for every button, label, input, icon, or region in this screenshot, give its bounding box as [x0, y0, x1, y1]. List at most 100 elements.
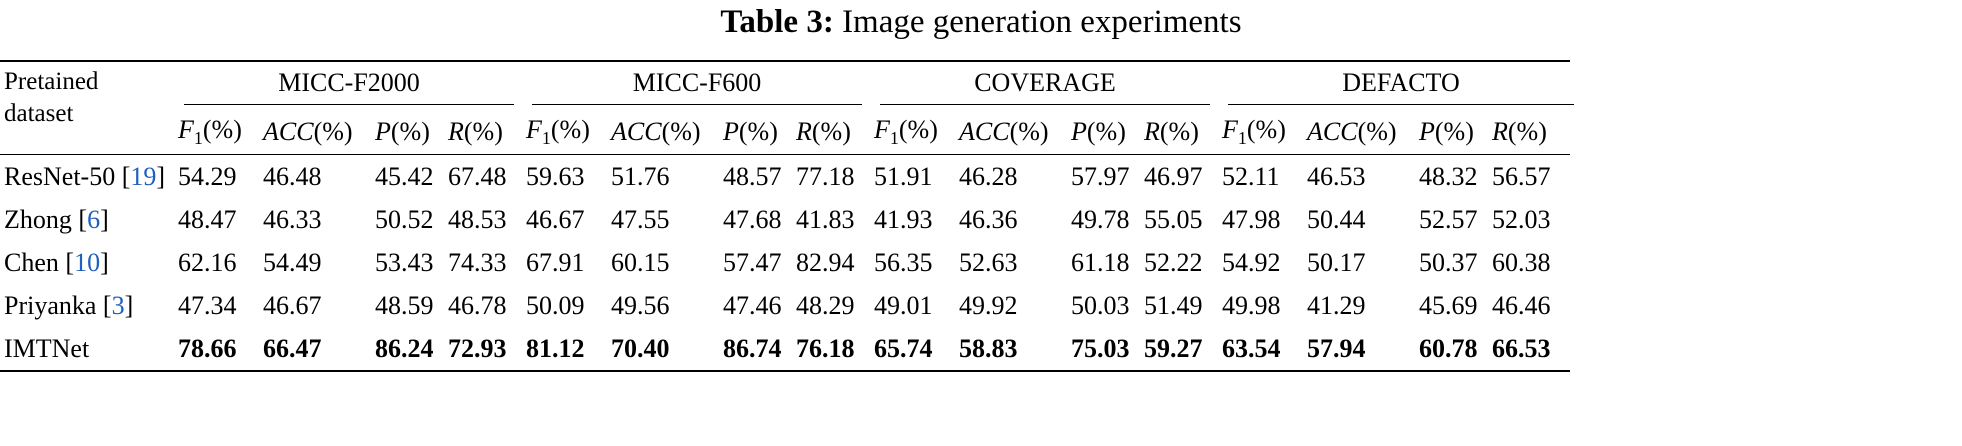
- metric-value: 47.98: [1222, 204, 1281, 234]
- metric-value: 46.46: [1492, 290, 1551, 320]
- metric-value: 78.66: [178, 333, 237, 363]
- metric-value: 55.05: [1144, 204, 1203, 234]
- table-number: Table 3:: [720, 4, 834, 40]
- metric-header: P(%): [723, 117, 778, 146]
- metric-value: 52.03: [1492, 204, 1551, 234]
- method-name: ResNet-50 [19]: [4, 161, 166, 191]
- metric-value: 48.32: [1419, 161, 1478, 191]
- metric-value: 48.47: [178, 204, 237, 234]
- table-row: Chen [10] 62.16 54.49 53.43 74.33 67.91 60.15 5…: [0, 241, 1570, 284]
- metric-value: 81.12: [526, 333, 585, 363]
- metric-value: 41.29: [1307, 290, 1366, 320]
- metric-header: ACC(%): [611, 117, 701, 146]
- metric-value: 67.48: [448, 161, 507, 191]
- metric-value: 46.36: [959, 204, 1018, 234]
- table-row: ResNet-50 [19] 54.29 46.48 45.42 67.48 59.63 5…: [0, 155, 1570, 198]
- metric-value: 48.53: [448, 204, 507, 234]
- metric-value: 51.91: [874, 161, 933, 191]
- metric-value: 50.09: [526, 290, 585, 320]
- metric-header: R(%): [1492, 117, 1547, 146]
- metric-value: 49.98: [1222, 290, 1281, 320]
- metric-header: F1(%): [874, 114, 938, 149]
- citation-link[interactable]: 3: [111, 290, 125, 320]
- metric-value: 50.52: [375, 204, 434, 234]
- metric-value: 49.01: [874, 290, 933, 320]
- metric-value: 59.27: [1144, 333, 1203, 363]
- metric-value: 77.18: [796, 161, 855, 191]
- metric-header: F1(%): [526, 114, 590, 149]
- metric-value: 52.63: [959, 247, 1018, 277]
- metric-value: 51.49: [1144, 290, 1203, 320]
- metric-value: 46.33: [263, 204, 322, 234]
- citation-link[interactable]: 6: [87, 204, 101, 234]
- metric-header-row: F1(%) ACC(%) P(%) R(%) F1(%) ACC(%) P(%) R(%) F1…: [0, 110, 1570, 155]
- row-label-line: Pretained: [4, 68, 99, 95]
- method-name: Zhong [6]: [4, 204, 109, 234]
- metric-value: 86.74: [723, 333, 782, 363]
- metric-value: 76.18: [796, 333, 855, 363]
- metric-value: 60.15: [611, 247, 670, 277]
- metric-value: 62.16: [178, 247, 237, 277]
- metric-header: R(%): [448, 117, 503, 146]
- metric-value: 53.43: [375, 247, 434, 277]
- table-row: IMTNet 78.66 66.47 86.24 72.93 81.12 70.40 86.7…: [0, 327, 1570, 371]
- metric-value: 54.29: [178, 161, 237, 191]
- metric-value: 58.83: [959, 333, 1018, 363]
- metric-value: 60.38: [1492, 247, 1551, 277]
- metric-value: 51.76: [611, 161, 670, 191]
- metric-header: F1(%): [1222, 114, 1286, 149]
- metric-value: 65.74: [874, 333, 933, 363]
- metric-value: 67.91: [526, 247, 585, 277]
- metric-header: P(%): [1419, 117, 1474, 146]
- method-name: Chen [10]: [4, 247, 109, 277]
- group-header: MICC-F600: [532, 68, 862, 105]
- table-title: Image generation experiments: [842, 4, 1242, 40]
- metric-value: 54.49: [263, 247, 322, 277]
- metric-value: 72.93: [448, 333, 507, 363]
- metric-value: 46.28: [959, 161, 1018, 191]
- group-header: MICC-F2000: [184, 68, 514, 105]
- metric-value: 50.37: [1419, 247, 1478, 277]
- metric-header: R(%): [1144, 117, 1199, 146]
- citation-link[interactable]: 19: [130, 161, 157, 191]
- metric-value: 59.63: [526, 161, 585, 191]
- metric-value: 45.42: [375, 161, 434, 191]
- method-name: Priyanka [3]: [4, 290, 134, 320]
- metric-value: 49.92: [959, 290, 1018, 320]
- row-label-line: dataset: [4, 100, 74, 127]
- metric-value: 63.54: [1222, 333, 1281, 363]
- metric-value: 46.67: [263, 290, 322, 320]
- citation-link[interactable]: 10: [74, 247, 101, 277]
- metric-header: P(%): [375, 117, 430, 146]
- metric-value: 52.57: [1419, 204, 1478, 234]
- metric-header: F1(%): [178, 114, 242, 149]
- metric-value: 47.34: [178, 290, 237, 320]
- metric-value: 57.97: [1071, 161, 1130, 191]
- metric-header: P(%): [1071, 117, 1126, 146]
- metric-value: 82.94: [796, 247, 855, 277]
- method-name: IMTNet: [4, 333, 90, 363]
- metric-value: 66.47: [263, 333, 322, 363]
- metric-value: 48.29: [796, 290, 855, 320]
- metric-value: 61.18: [1071, 247, 1130, 277]
- group-header: DEFACTO: [1228, 68, 1574, 105]
- metric-value: 49.56: [611, 290, 670, 320]
- metric-value: 47.68: [723, 204, 782, 234]
- metric-value: 66.53: [1492, 333, 1551, 363]
- table-row: Zhong [6] 48.47 46.33 50.52 48.53 46.67 47.55 4…: [0, 198, 1570, 241]
- table-caption: Table 3: Image generation experiments: [0, 0, 1962, 44]
- metric-value: 47.55: [611, 204, 670, 234]
- metric-value: 52.11: [1222, 161, 1280, 191]
- metric-value: 50.03: [1071, 290, 1130, 320]
- metric-value: 46.48: [263, 161, 322, 191]
- metric-header: ACC(%): [959, 117, 1049, 146]
- results-table: Pretained dataset MICC-F2000 MICC-F600 C…: [0, 60, 1574, 373]
- metric-value: 74.33: [448, 247, 507, 277]
- metric-value: 57.94: [1307, 333, 1366, 363]
- metric-value: 75.03: [1071, 333, 1130, 363]
- metric-value: 70.40: [611, 333, 670, 363]
- group-header: COVERAGE: [880, 68, 1210, 105]
- metric-value: 56.57: [1492, 161, 1551, 191]
- metric-value: 54.92: [1222, 247, 1281, 277]
- group-header-row: Pretained dataset MICC-F2000 MICC-F600 C…: [0, 62, 1574, 127]
